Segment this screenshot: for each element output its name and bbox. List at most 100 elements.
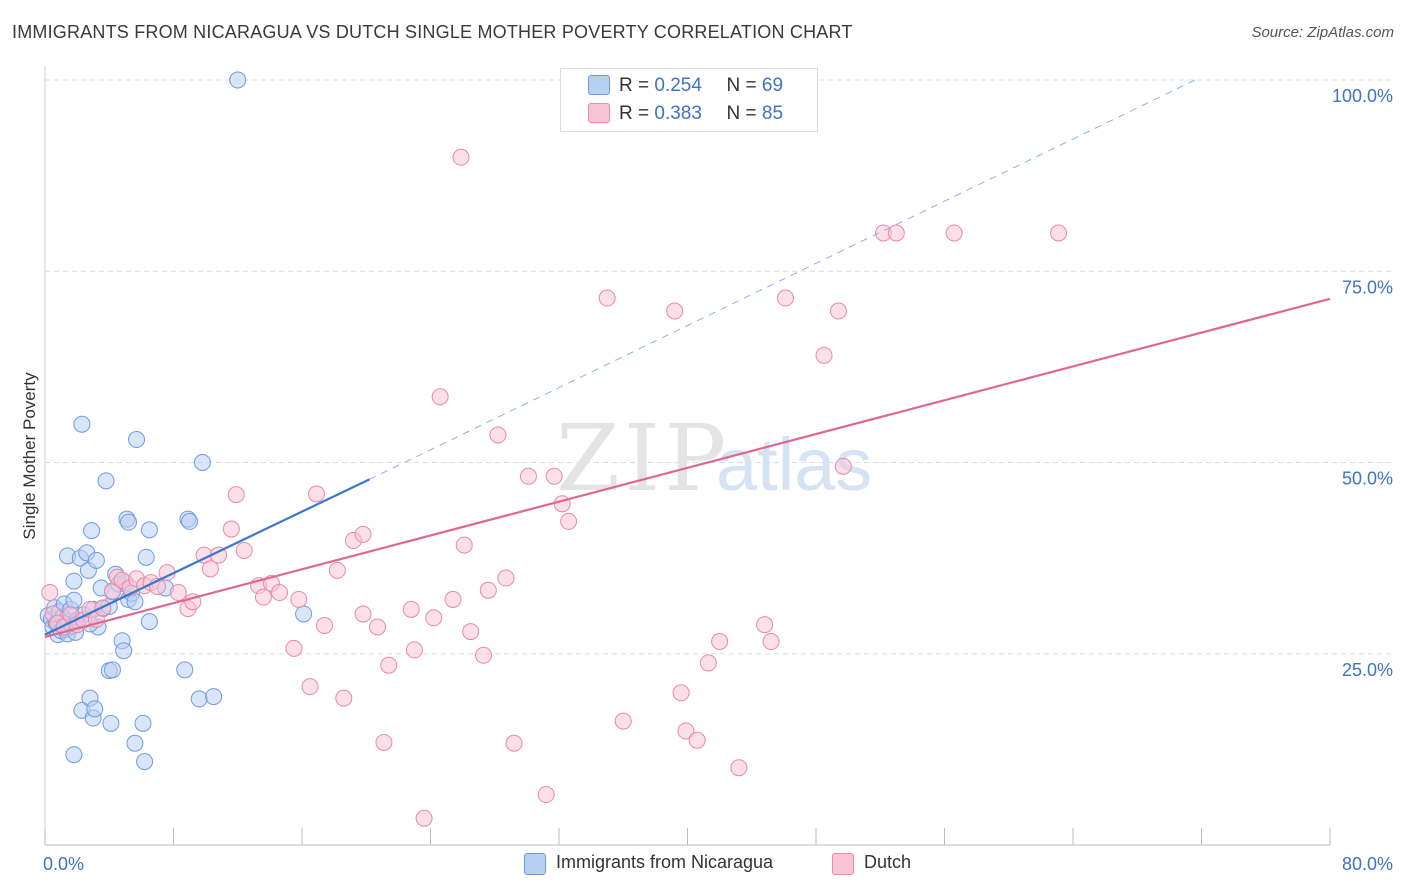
bottom-legend-swatch-dutch xyxy=(832,853,854,875)
legend-n-value-nicaragua: 69 xyxy=(761,75,784,96)
nicaragua-point-61 xyxy=(190,690,208,708)
dutch-point-84 xyxy=(1050,224,1068,242)
dutch-point-35 xyxy=(307,485,325,503)
dutch-point-65 xyxy=(598,289,616,307)
nicaragua-point-55 xyxy=(102,714,120,732)
nicaragua-point-52 xyxy=(86,700,104,718)
legend-r-label: R = xyxy=(619,103,650,124)
nicaragua-point-30 xyxy=(97,472,115,490)
dutch-point-79 xyxy=(829,302,847,320)
nicaragua-point-42 xyxy=(73,415,91,433)
bottom-legend-nicaragua: Immigrants from Nicaragua xyxy=(556,852,774,872)
bottom-legend-swatch-nicaragua xyxy=(524,853,546,875)
nicaragua-point-60 xyxy=(176,661,194,679)
dutch-point-31 xyxy=(271,584,289,602)
dutch-point-57 xyxy=(497,569,515,587)
nicaragua-point-48 xyxy=(181,512,199,530)
dutch-point-46 xyxy=(405,641,423,659)
nicaragua-point-57 xyxy=(134,714,152,732)
dutch-point-60 xyxy=(537,786,555,804)
dutch-trend-line xyxy=(44,297,1331,638)
dutch-point-34 xyxy=(301,678,319,696)
grid-lines xyxy=(45,79,1392,655)
x-tick-label-min: 0.0% xyxy=(43,854,84,874)
dutch-point-27 xyxy=(235,541,253,559)
legend-r-label: R = xyxy=(619,75,650,96)
y-tick-label-3: 100.0% xyxy=(1332,86,1393,106)
dutch-point-53 xyxy=(462,623,480,641)
legend-n-label: N = xyxy=(726,103,757,124)
nicaragua-point-26 xyxy=(87,551,105,569)
y-tick-label-2: 75.0% xyxy=(1342,277,1393,297)
dutch-point-83 xyxy=(945,224,963,242)
dutch-point-0 xyxy=(41,584,59,602)
nicaragua-point-46 xyxy=(120,513,138,531)
nicaragua-point-41 xyxy=(140,521,158,539)
legend-n-value-dutch: 85 xyxy=(761,103,784,124)
nicaragua-trend-line xyxy=(44,478,370,636)
dutch-point-36 xyxy=(315,616,333,634)
nicaragua-point-67 xyxy=(115,642,133,660)
legend-n-label: N = xyxy=(726,75,757,96)
dutch-point-72 xyxy=(699,654,717,672)
legend-swatch-nicaragua xyxy=(588,75,610,95)
x-tick-label-max: 80.0% xyxy=(1342,854,1393,874)
chart-title: IMMIGRANTS FROM NICARAGUA VS DUTCH SINGL… xyxy=(12,22,853,42)
dutch-point-69 xyxy=(672,684,690,702)
series-nicaragua-points xyxy=(39,71,313,771)
dutch-point-23 xyxy=(201,560,219,578)
dutch-point-76 xyxy=(762,633,780,651)
dutch-point-68 xyxy=(666,302,684,320)
source-label: Source: ZipAtlas.com xyxy=(1251,24,1394,41)
nicaragua-point-54 xyxy=(103,661,121,679)
dutch-point-78 xyxy=(815,346,833,364)
dutch-point-47 xyxy=(415,809,433,827)
y-axis-label: Single Mother Poverty xyxy=(20,372,39,540)
nicaragua-point-64 xyxy=(229,71,247,89)
dutch-point-29 xyxy=(254,588,272,606)
dutch-point-19 xyxy=(169,584,187,602)
dutch-point-75 xyxy=(756,616,774,634)
dutch-point-70 xyxy=(677,722,695,740)
dutch-point-33 xyxy=(290,590,308,608)
dutch-point-73 xyxy=(711,633,729,651)
dutch-point-32 xyxy=(285,639,303,657)
dutch-point-40 xyxy=(354,605,372,623)
tick-labels: 25.0% 50.0% 75.0% 100.0% 0.0% 80.0% xyxy=(43,86,1393,874)
dutch-point-56 xyxy=(489,426,507,444)
dutch-point-43 xyxy=(375,733,393,751)
axes xyxy=(44,66,1331,846)
nicaragua-point-56 xyxy=(126,734,144,752)
dutch-point-45 xyxy=(402,600,420,618)
legend-r-value-nicaragua: 0.254 xyxy=(654,75,702,96)
legend-r-value-dutch: 0.383 xyxy=(654,103,702,124)
dutch-point-54 xyxy=(475,646,493,664)
y-tick-label-1: 50.0% xyxy=(1342,469,1393,489)
dutch-point-52 xyxy=(455,536,473,554)
nicaragua-point-44 xyxy=(193,454,211,471)
watermark: ZIP atlas xyxy=(556,405,872,512)
bottom-legend-dutch: Dutch xyxy=(864,852,912,872)
dutch-point-77 xyxy=(776,289,794,307)
legend-row-dutch: R = 0.383 N = 85 xyxy=(619,103,783,125)
dutch-point-26 xyxy=(227,486,245,504)
dutch-point-63 xyxy=(560,512,578,530)
dutch-point-51 xyxy=(452,148,470,166)
legend: R = 0.254 N = 69 R = 0.383 N = 85 xyxy=(560,68,818,132)
dutch-point-44 xyxy=(380,656,398,674)
dutch-point-25 xyxy=(222,520,240,538)
dutch-point-48 xyxy=(425,609,443,627)
series-dutch-points xyxy=(41,71,1068,827)
nicaragua-point-24 xyxy=(83,522,101,540)
nicaragua-point-19 xyxy=(65,572,83,590)
nicaragua-point-58 xyxy=(136,753,154,771)
dutch-point-61 xyxy=(545,467,563,485)
nicaragua-point-66 xyxy=(140,613,158,631)
dutch-point-55 xyxy=(479,581,497,599)
dutch-point-59 xyxy=(519,467,537,485)
dutch-point-50 xyxy=(444,590,462,608)
dutch-point-74 xyxy=(730,759,748,777)
dutch-point-62 xyxy=(553,495,571,513)
dutch-point-58 xyxy=(505,734,523,752)
